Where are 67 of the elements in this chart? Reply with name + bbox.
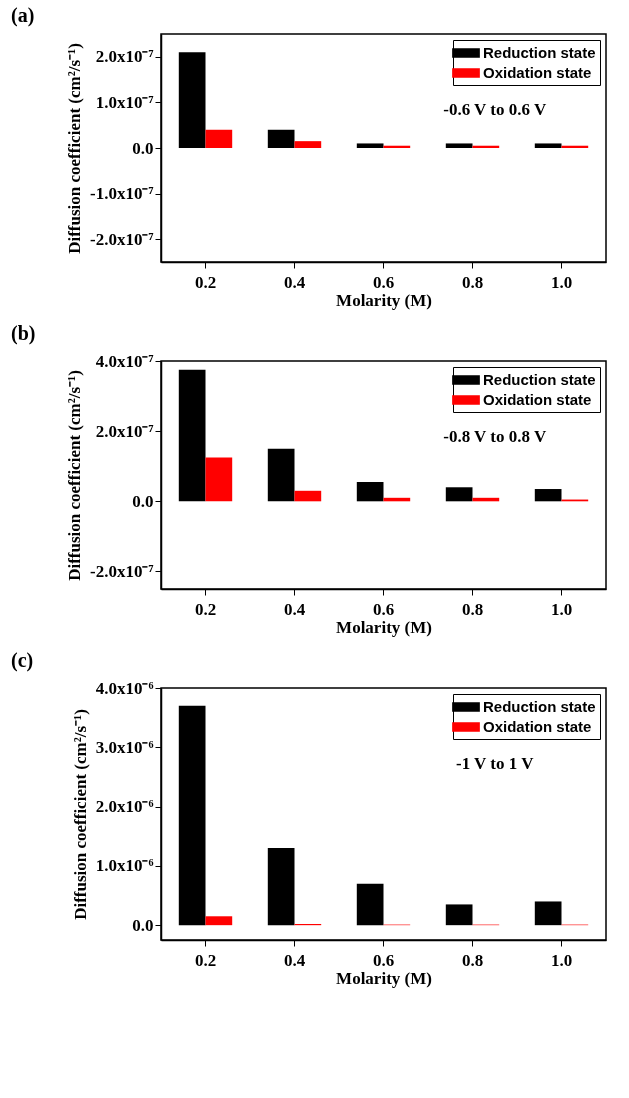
y-tick-label: 2.0x10⁻⁷ xyxy=(95,47,154,67)
x-tick-label: 0.8 xyxy=(461,599,484,619)
bar xyxy=(294,490,322,502)
x-axis-title: Molarity (M) xyxy=(336,968,432,988)
legend-label: Oxidation state xyxy=(483,64,592,81)
chart-title: (b) xyxy=(11,322,36,345)
x-tick-label: 0.6 xyxy=(372,950,395,970)
legend-label: Reduction state xyxy=(483,698,596,715)
bar xyxy=(534,143,562,148)
chart-title: (a) xyxy=(11,4,35,27)
y-tick-label: 3.0x10⁻⁶ xyxy=(95,737,154,757)
x-axis-title: Molarity (M) xyxy=(336,290,432,310)
y-tick-label: 2.0x10⁻⁷ xyxy=(95,421,154,441)
legend-label: Oxidation state xyxy=(483,718,592,735)
y-tick-label: -2.0x10⁻⁷ xyxy=(89,229,154,249)
annotation: -0.6 V to 0.6 V xyxy=(443,100,547,119)
x-tick-label: 1.0 xyxy=(550,272,573,292)
x-tick-label: 0.2 xyxy=(194,272,217,292)
y-tick-label: -2.0x10⁻⁷ xyxy=(89,561,154,581)
x-tick-label: 0.4 xyxy=(283,272,306,292)
legend-label: Reduction state xyxy=(483,44,596,61)
bar xyxy=(178,52,206,148)
bar xyxy=(356,883,384,926)
bar xyxy=(534,901,562,926)
x-tick-label: 0.2 xyxy=(194,950,217,970)
y-tick-label: 0.0 xyxy=(132,491,154,511)
bar xyxy=(445,904,473,926)
bar xyxy=(205,129,233,148)
bar xyxy=(267,129,295,148)
x-tick-label: 0.6 xyxy=(372,599,395,619)
x-tick-label: 0.6 xyxy=(372,272,395,292)
bar xyxy=(534,489,562,502)
bar xyxy=(294,141,322,148)
bar xyxy=(445,487,473,502)
bar xyxy=(267,448,295,502)
annotation: -1 V to 1 V xyxy=(456,754,535,773)
y-tick-label: 1.0x10⁻⁶ xyxy=(95,856,154,876)
x-tick-label: 1.0 xyxy=(550,950,573,970)
y-tick-label: 0.0 xyxy=(132,138,154,158)
bar xyxy=(356,143,384,148)
x-tick-label: 0.4 xyxy=(283,599,306,619)
bar xyxy=(267,848,295,926)
y-tick-label: 2.0x10⁻⁶ xyxy=(95,797,154,817)
annotation: -0.8 V to 0.8 V xyxy=(443,427,547,446)
chart-title: (c) xyxy=(11,649,34,672)
bar xyxy=(178,705,206,926)
x-tick-label: 0.4 xyxy=(283,950,306,970)
y-tick-label: 4.0x10⁻⁶ xyxy=(95,678,154,698)
y-tick-label: 1.0x10⁻⁷ xyxy=(95,92,154,112)
x-tick-label: 0.8 xyxy=(461,950,484,970)
y-axis-title: Diffusion coefficient (cm²/s⁻¹) xyxy=(70,709,90,920)
bar xyxy=(356,482,384,502)
bar xyxy=(205,457,233,502)
bar xyxy=(445,143,473,148)
legend-label: Oxidation state xyxy=(483,391,592,408)
y-axis-title: Diffusion coefficient (cm²/s⁻¹) xyxy=(64,43,84,254)
x-tick-label: 0.2 xyxy=(194,599,217,619)
x-tick-label: 0.8 xyxy=(461,272,484,292)
legend-label: Reduction state xyxy=(483,371,596,388)
y-tick-label: 4.0x10⁻⁷ xyxy=(95,351,154,371)
y-axis-title: Diffusion coefficient (cm²/s⁻¹) xyxy=(64,370,84,581)
x-tick-label: 1.0 xyxy=(550,599,573,619)
y-tick-label: -1.0x10⁻⁷ xyxy=(89,184,154,204)
x-axis-title: Molarity (M) xyxy=(336,617,432,637)
bar xyxy=(178,369,206,502)
bar xyxy=(205,916,233,926)
y-tick-label: 0.0 xyxy=(132,915,154,935)
